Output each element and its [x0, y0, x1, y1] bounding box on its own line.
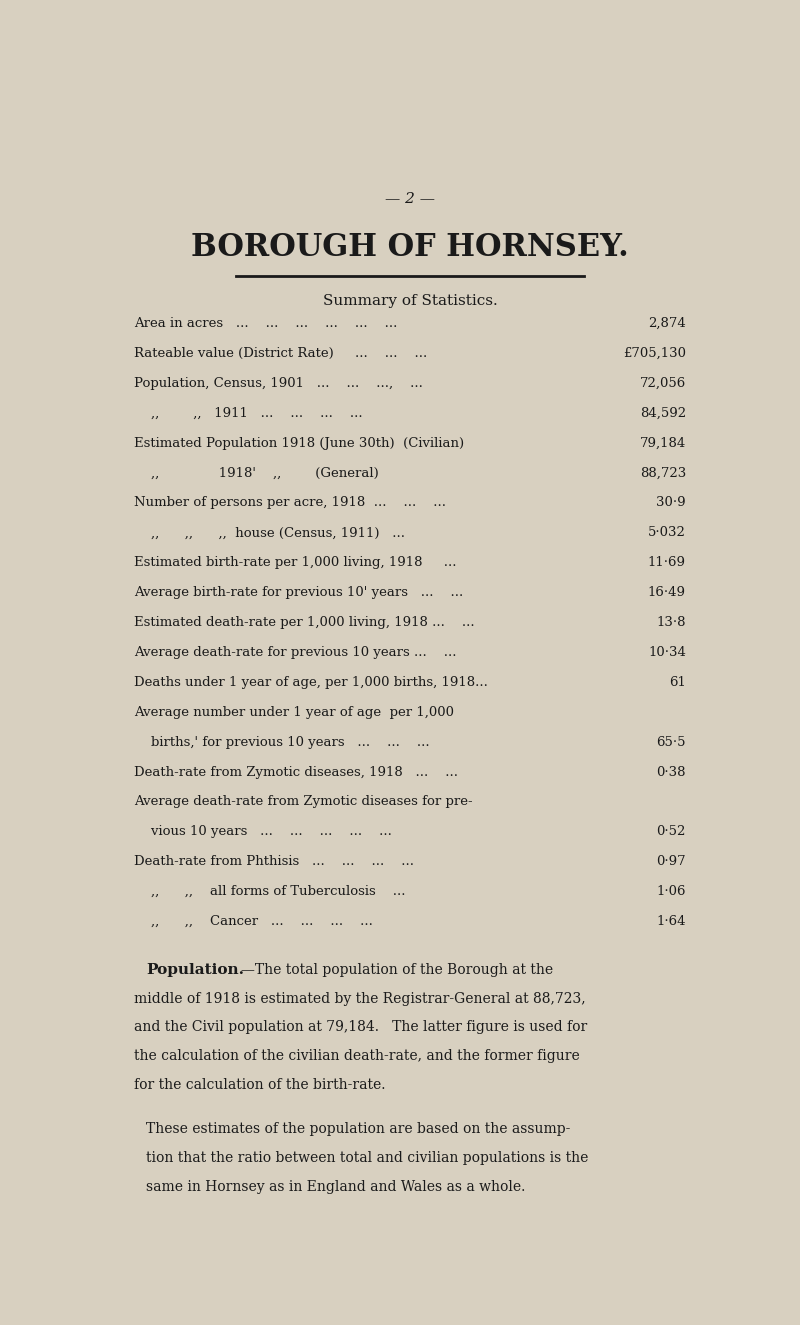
Text: Average death-rate for previous 10 years ...    ...: Average death-rate for previous 10 years…: [134, 647, 457, 659]
Text: ,,      ,,      ,,  house (Census, 1911)   ...: ,, ,, ,, house (Census, 1911) ...: [134, 526, 405, 539]
Text: These estimates of the population are based on the assump-: These estimates of the population are ba…: [146, 1122, 571, 1137]
Text: 0·97: 0·97: [656, 855, 686, 868]
Text: Estimated Population 1918 (June 30th)  (Civilian): Estimated Population 1918 (June 30th) (C…: [134, 437, 464, 449]
Text: Population.: Population.: [146, 963, 245, 978]
Text: ,,        ,,   1911   ...    ...    ...    ...: ,, ,, 1911 ... ... ... ...: [134, 407, 362, 420]
Text: Area in acres   ...    ...    ...    ...    ...    ...: Area in acres ... ... ... ... ... ...: [134, 317, 398, 330]
Text: Summary of Statistics.: Summary of Statistics.: [322, 294, 498, 307]
Text: 1·64: 1·64: [656, 916, 686, 928]
Text: Estimated death-rate per 1,000 living, 1918 ...    ...: Estimated death-rate per 1,000 living, 1…: [134, 616, 474, 629]
Text: vious 10 years   ...    ...    ...    ...    ...: vious 10 years ... ... ... ... ...: [134, 825, 392, 839]
Text: 5·032: 5·032: [648, 526, 686, 539]
Text: same in Hornsey as in England and Wales as a whole.: same in Hornsey as in England and Wales …: [146, 1179, 526, 1194]
Text: BOROUGH OF HORNSEY.: BOROUGH OF HORNSEY.: [191, 232, 629, 264]
Text: 65·5: 65·5: [656, 735, 686, 749]
Text: ,,      ,,    all forms of Tuberculosis    ...: ,, ,, all forms of Tuberculosis ...: [134, 885, 406, 898]
Text: —The total population of the Borough at the: —The total population of the Borough at …: [242, 963, 554, 978]
Text: 16·49: 16·49: [648, 586, 686, 599]
Text: 2,874: 2,874: [648, 317, 686, 330]
Text: £705,130: £705,130: [623, 347, 686, 360]
Text: 30·9: 30·9: [656, 497, 686, 510]
Text: 61: 61: [669, 676, 686, 689]
Text: Estimated birth-rate per 1,000 living, 1918     ...: Estimated birth-rate per 1,000 living, 1…: [134, 556, 457, 570]
Text: 1·06: 1·06: [656, 885, 686, 898]
Text: middle of 1918 is estimated by the Registrar-General at 88,723,: middle of 1918 is estimated by the Regis…: [134, 992, 586, 1006]
Text: Rateable value (District Rate)     ...    ...    ...: Rateable value (District Rate) ... ... .…: [134, 347, 427, 360]
Text: ,,              1918'    ,,        (General): ,, 1918' ,, (General): [134, 466, 379, 480]
Text: 10·34: 10·34: [648, 647, 686, 659]
Text: Average number under 1 year of age  per 1,000: Average number under 1 year of age per 1…: [134, 706, 454, 718]
Text: births,' for previous 10 years   ...    ...    ...: births,' for previous 10 years ... ... .…: [134, 735, 430, 749]
Text: 72,056: 72,056: [640, 376, 686, 390]
Text: the calculation of the civilian death-rate, and the former figure: the calculation of the civilian death-ra…: [134, 1049, 580, 1063]
Text: Number of persons per acre, 1918  ...    ...    ...: Number of persons per acre, 1918 ... ...…: [134, 497, 446, 510]
Text: 0·52: 0·52: [657, 825, 686, 839]
Text: ,,      ,,    Cancer   ...    ...    ...    ...: ,, ,, Cancer ... ... ... ...: [134, 916, 373, 928]
Text: Deaths under 1 year of age, per 1,000 births, 1918...: Deaths under 1 year of age, per 1,000 bi…: [134, 676, 488, 689]
Text: tion that the ratio between total and civilian populations is the: tion that the ratio between total and ci…: [146, 1151, 589, 1165]
Text: Death-rate from Zymotic diseases, 1918   ...    ...: Death-rate from Zymotic diseases, 1918 .…: [134, 766, 458, 779]
Text: 0·38: 0·38: [656, 766, 686, 779]
Text: 11·69: 11·69: [648, 556, 686, 570]
Text: — 2 —: — 2 —: [385, 192, 435, 205]
Text: and the Civil population at 79,184.   The latter figure is used for: and the Civil population at 79,184. The …: [134, 1020, 587, 1035]
Text: for the calculation of the birth-rate.: for the calculation of the birth-rate.: [134, 1077, 386, 1092]
Text: Average birth-rate for previous 10' years   ...    ...: Average birth-rate for previous 10' year…: [134, 586, 463, 599]
Text: Population, Census, 1901   ...    ...    ...,    ...: Population, Census, 1901 ... ... ..., ..…: [134, 376, 423, 390]
Text: 13·8: 13·8: [656, 616, 686, 629]
Text: 84,592: 84,592: [640, 407, 686, 420]
Text: 88,723: 88,723: [640, 466, 686, 480]
Text: Death-rate from Phthisis   ...    ...    ...    ...: Death-rate from Phthisis ... ... ... ...: [134, 855, 414, 868]
Text: Average death-rate from Zymotic diseases for pre-: Average death-rate from Zymotic diseases…: [134, 795, 473, 808]
Text: 79,184: 79,184: [640, 437, 686, 449]
